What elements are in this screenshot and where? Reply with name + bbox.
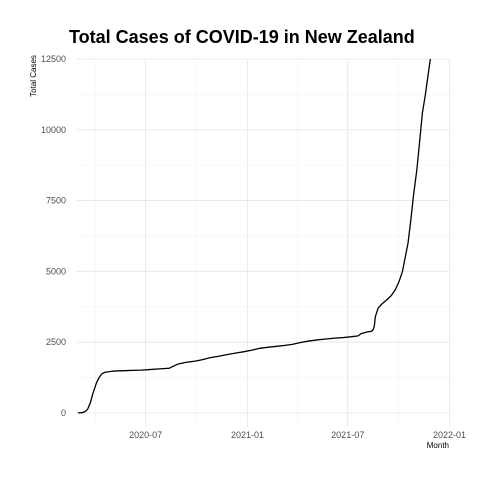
y-tick-label: 0 <box>61 408 66 418</box>
y-axis-title: Total Cases <box>29 55 38 97</box>
x-tick-label: 2020-07 <box>129 430 162 440</box>
y-tick-label: 5000 <box>46 266 66 276</box>
y-tick-label: 10000 <box>41 125 66 135</box>
y-tick-label: 12500 <box>41 54 66 64</box>
y-tick-label: 7500 <box>46 196 66 206</box>
series-line-total-cases <box>78 59 431 414</box>
x-axis-ticks: 2020-07 2021-01 2021-07 2022-01 <box>129 430 466 440</box>
series-group <box>78 59 431 414</box>
x-tick-label: 2021-01 <box>231 430 264 440</box>
y-tick-label: 2500 <box>46 337 66 347</box>
x-axis-title: Month <box>427 441 449 450</box>
x-tick-label: 2022-01 <box>433 430 466 440</box>
grid <box>77 58 450 427</box>
chart-title: Total Cases of COVID-19 in New Zealand <box>69 27 415 47</box>
y-axis-ticks: 0 2500 5000 7500 10000 12500 <box>41 54 66 418</box>
x-tick-label: 2021-07 <box>331 430 364 440</box>
